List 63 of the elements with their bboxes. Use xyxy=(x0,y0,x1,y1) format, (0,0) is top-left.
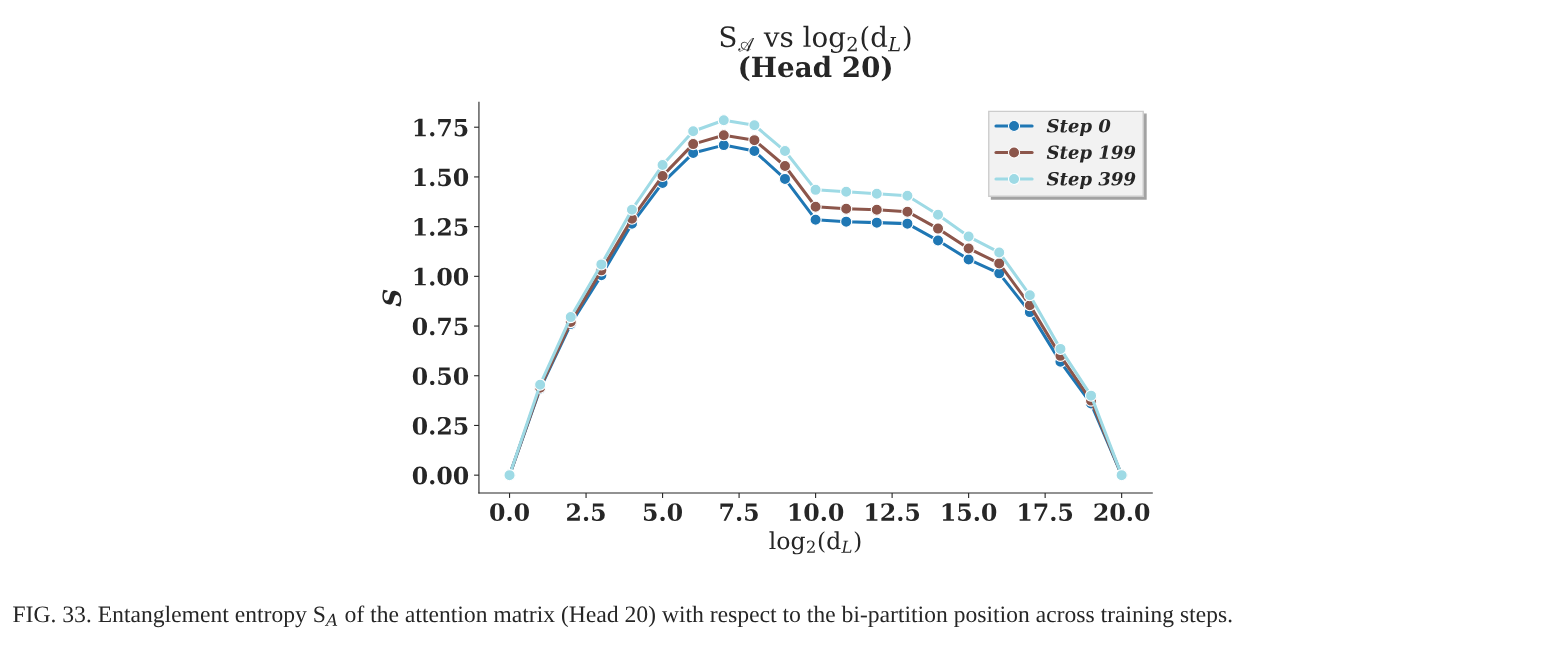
y-tick-label: 1.75 xyxy=(414,118,468,137)
x-tick-label: 20.0 xyxy=(1094,503,1150,522)
point xyxy=(564,310,577,324)
x-tick-label: 2.5 xyxy=(567,503,605,522)
x-tick-label: 15.0 xyxy=(942,503,997,522)
y-tick-label: 0.50 xyxy=(412,367,469,386)
point xyxy=(870,216,883,229)
point xyxy=(962,253,975,266)
point xyxy=(931,222,945,235)
x-tick-label: 12.5 xyxy=(866,503,920,522)
point xyxy=(656,158,669,172)
point xyxy=(809,183,822,196)
point xyxy=(748,119,761,132)
point xyxy=(809,213,822,226)
y-tick-label: 0.25 xyxy=(412,416,468,435)
point xyxy=(595,258,608,271)
x-tick-label: 5.0 xyxy=(643,503,682,522)
y-tick-label: 1.50 xyxy=(414,168,469,187)
point xyxy=(748,134,761,147)
caption: FIG. 33. Entanglement entropy S$_{A}$ of the attention matrix (Head 20) with respect to the bi-partition position across training steps. xyxy=(13,605,1232,628)
y-axis-title: S xyxy=(382,289,402,307)
point xyxy=(1054,342,1067,356)
point xyxy=(717,129,730,142)
point xyxy=(687,125,700,138)
point xyxy=(870,203,883,216)
point xyxy=(717,138,730,152)
point xyxy=(840,202,853,215)
point xyxy=(778,172,792,186)
point xyxy=(625,203,639,216)
x-tick-label: 10.0 xyxy=(789,503,844,522)
x-tick-label: 17.5 xyxy=(1019,503,1073,522)
point xyxy=(717,114,730,127)
point xyxy=(809,200,822,213)
x-tick-label: 7.5 xyxy=(720,503,758,522)
point xyxy=(1023,289,1036,302)
point xyxy=(901,205,914,218)
point xyxy=(962,230,975,243)
point xyxy=(993,257,1006,270)
point xyxy=(931,208,945,221)
point xyxy=(962,242,975,255)
legend-label: Step 0 xyxy=(1046,118,1111,137)
y-tick-label: 1.25 xyxy=(414,218,468,236)
point xyxy=(901,217,914,230)
point xyxy=(840,215,853,228)
point xyxy=(778,144,792,158)
y-tick-label: 0.00 xyxy=(412,466,469,485)
point xyxy=(901,189,914,202)
legend-label: Step 199 xyxy=(1046,145,1136,163)
point xyxy=(840,185,853,198)
point xyxy=(931,234,945,247)
point xyxy=(778,159,792,173)
point xyxy=(870,187,883,200)
chart-title: S$_{𝒜}$ vs log$_{2}$(d$_{L}$) xyxy=(720,25,911,53)
legend-label: Step 399 xyxy=(1046,171,1136,190)
y-tick-label: 1.00 xyxy=(414,267,469,286)
point xyxy=(1084,389,1098,402)
chart-subtitle: (Head 20) xyxy=(740,55,891,82)
point xyxy=(993,246,1006,259)
point xyxy=(687,138,700,151)
x-tick-label: 0.0 xyxy=(490,503,529,522)
y-tick-label: 0.75 xyxy=(412,317,468,336)
point xyxy=(748,144,761,158)
x-axis-title: log$_{2}$(d$_{L}$) xyxy=(769,531,861,555)
